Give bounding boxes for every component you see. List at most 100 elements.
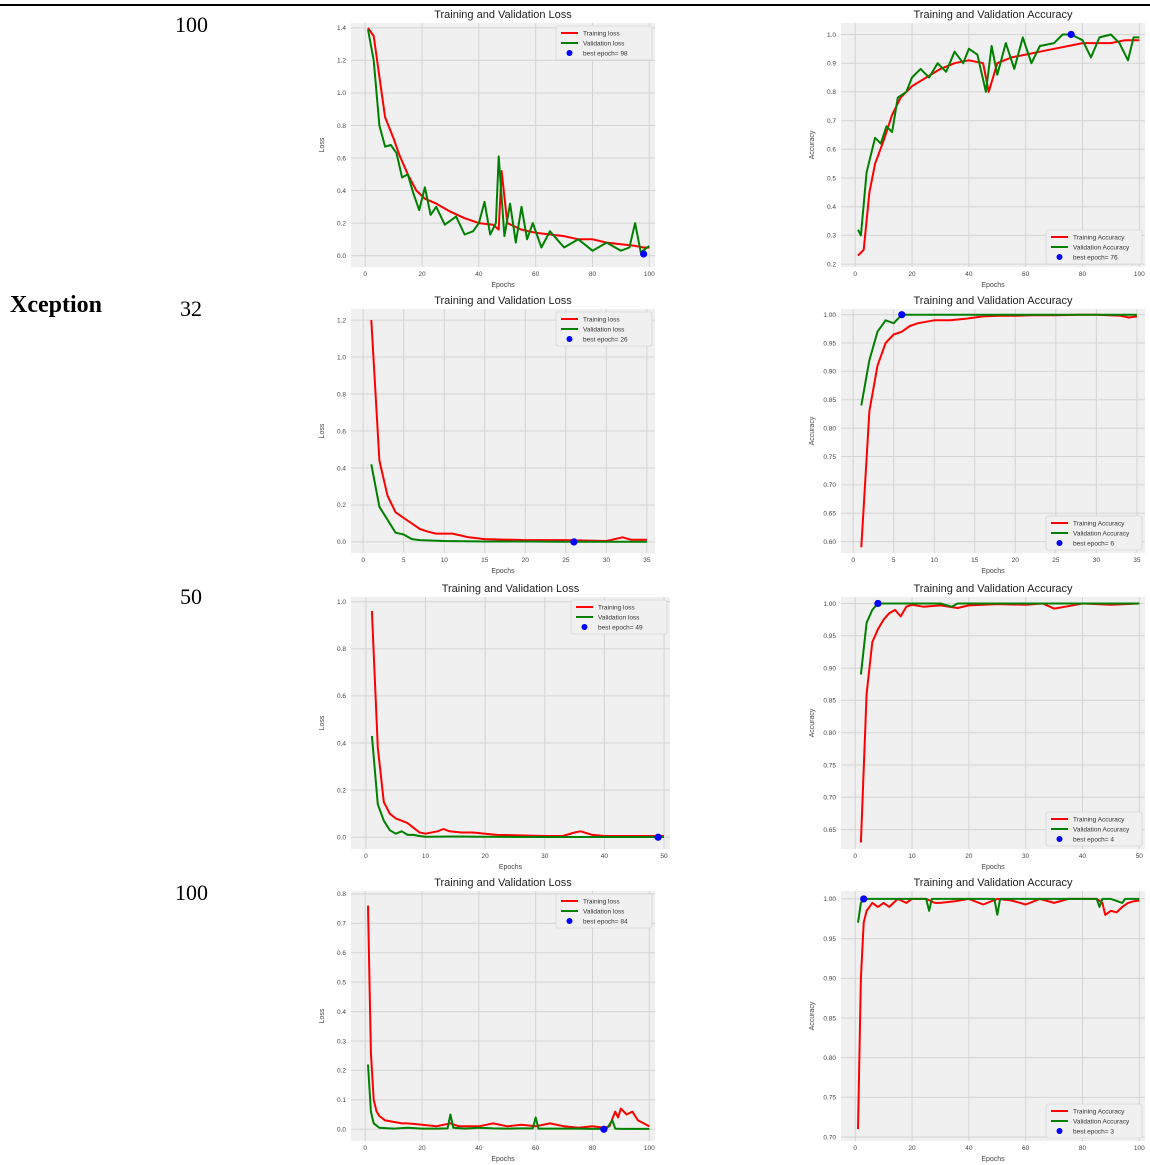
y-tick-label: 0.2 [337,1068,346,1075]
y-tick-label: 0.5 [337,979,346,986]
x-tick-label: 80 [589,1145,597,1152]
x-tick-label: 0 [363,1145,367,1152]
chart-panel-5: Training and Validation Loss 0 10 20 30 40 50 0… [315,580,675,873]
y-tick-label: 0.95 [823,340,836,347]
y-axis-label: Loss [319,715,326,730]
training-series-line [367,905,650,1129]
legend-best-epoch-swatch [1056,836,1063,842]
y-tick-label: 0.90 [823,976,836,983]
chart-title: Training and Validation Accuracy [914,877,1073,889]
training-series-line [857,897,1140,1130]
legend-best-epoch-label: best epoch= 4 [1073,836,1114,843]
y-tick-label: 0.80 [823,730,836,737]
x-tick-label: 15 [971,557,979,564]
x-tick-label: 60 [1022,1145,1030,1152]
y-tick-label: 0.4 [337,1009,346,1016]
x-tick-label: 20 [965,853,973,860]
y-tick-label: 0.90 [823,665,836,672]
x-tick-label: 80 [1079,1145,1087,1152]
series-group [857,33,1140,257]
validation-series-line [857,897,1140,923]
training-series-line [367,27,650,249]
legend-training-label: Training loss [583,316,620,323]
x-axis-label: Epochs [981,282,1005,289]
y-tick-label: 0.6 [827,147,836,154]
y-axis-label: Loss [319,137,326,152]
x-tick-label: 30 [1093,557,1101,564]
legend-training-label: Training loss [583,30,620,37]
x-tick-label: 20 [418,271,426,278]
legend-box [1045,515,1143,551]
y-tick-label: 0.6 [337,693,346,700]
legend-best-epoch-label: best epoch= 26 [583,336,628,343]
y-tick-label: 0.6 [337,950,346,957]
chart-1-loss-100: Training and Validation Loss 0 20 40 60 80 100… [319,9,655,289]
y-tick-label: 0.65 [823,827,836,834]
legend-validation-label: Validation loss [583,40,625,47]
y-tick-label: 1.00 [823,896,836,903]
x-tick-label: 30 [603,557,611,564]
legend-best-epoch-label: best epoch= 76 [1073,254,1118,261]
chart-2-accuracy-100: Training and Validation Accuracy 0 20 40 60 8… [809,9,1145,289]
x-tick-label: 15 [481,557,489,564]
legend-box [1045,229,1143,265]
legend-validation-label: Validation Accuracy [1073,826,1130,833]
validation-series-line [367,1064,650,1130]
y-tick-label: 1.00 [823,601,836,608]
y-tick-label: 0.75 [823,454,836,461]
chart-title: Training and Validation Loss [434,877,572,889]
y-tick-label: 0.8 [337,123,346,130]
x-tick-label: 10 [422,853,430,860]
y-tick-label: 0.90 [823,369,836,376]
y-axis-label: Accuracy [809,416,816,445]
x-tick-label: 25 [1052,557,1060,564]
legend-box [1045,811,1143,847]
row-label-epochs-1: 100 [175,12,208,37]
x-tick-label: 40 [965,1145,973,1152]
legend-validation-label: Validation Accuracy [1073,244,1130,251]
y-axis-label: Accuracy [809,130,816,159]
y-tick-label: 0.2 [337,502,346,509]
row-label-epochs-2: 32 [180,296,202,321]
validation-series-line [857,33,1140,237]
chart-8-accuracy-100: Training and Validation Accuracy 0 20 40 60 8… [809,877,1145,1163]
plot-area [351,891,655,1141]
y-tick-label: 0.2 [827,261,836,268]
best-epoch-point [898,311,906,319]
x-axis-label: Epochs [491,282,515,289]
y-tick-label: 0.75 [823,762,836,769]
y-tick-label: 0.8 [337,391,346,398]
series-group [857,897,1140,1130]
y-tick-label: 0.85 [823,1015,836,1022]
x-axis-label: Epochs [491,568,515,575]
x-tick-label: 40 [475,271,483,278]
y-axis-label: Accuracy [809,1001,816,1030]
legend-validation-label: Validation loss [598,614,640,621]
x-tick-label: 30 [1022,853,1030,860]
series-group [370,611,664,838]
row-label-epochs-3: 50 [180,584,202,609]
y-tick-label: 0.4 [827,204,836,211]
legend-training-label: Training Accuracy [1073,816,1125,823]
x-tick-label: 10 [931,557,939,564]
y-tick-label: 0.4 [337,188,346,195]
legend-best-epoch-swatch [566,50,573,56]
legend-validation-label: Validation loss [583,326,625,333]
x-axis-label: Epochs [981,568,1005,575]
legend-best-epoch-swatch [1056,1128,1063,1134]
y-axis-label: Loss [319,423,326,438]
x-tick-label: 30 [541,853,549,860]
y-tick-label: 0.8 [827,89,836,96]
y-tick-label: 0.70 [823,1134,836,1141]
x-tick-label: 0 [363,271,367,278]
best-epoch-point [640,250,648,258]
x-tick-label: 100 [1134,271,1145,278]
y-tick-label: 0.2 [337,220,346,227]
series-group [370,320,647,543]
y-tick-label: 0.8 [337,891,346,898]
y-tick-label: 0.8 [337,646,346,653]
x-tick-label: 20 [482,853,490,860]
y-tick-label: 0.65 [823,511,836,518]
y-tick-label: 1.0 [827,32,836,39]
y-tick-label: 0.7 [827,118,836,125]
